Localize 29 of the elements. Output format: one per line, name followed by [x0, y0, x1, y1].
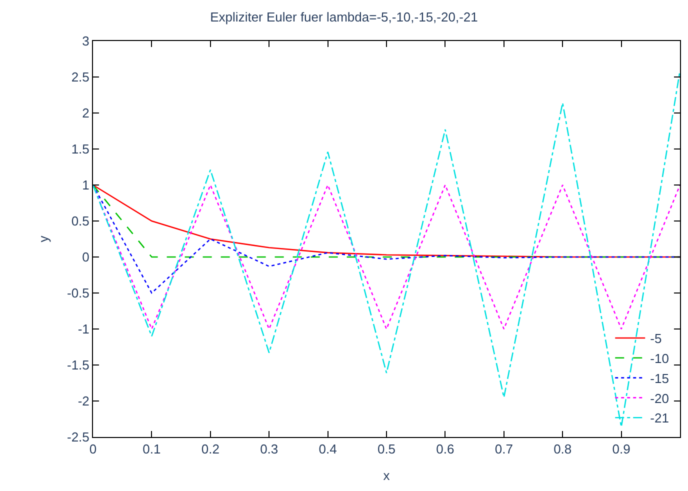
- legend-label: -10: [650, 350, 669, 366]
- x-axis-title: x: [383, 468, 390, 484]
- y-tick-label: 2: [82, 106, 90, 121]
- y-tick-label: 2.5: [71, 70, 90, 85]
- y-tick-label: -2.5: [66, 430, 90, 445]
- legend-label: -15: [650, 370, 669, 386]
- y-tick-label: 0: [82, 250, 90, 265]
- y-tick-label: 0.5: [71, 214, 90, 229]
- y-tick-label: -2: [78, 394, 90, 409]
- x-tick-label: 0.3: [260, 442, 278, 457]
- y-tick-label: 3: [82, 34, 90, 49]
- y-tick-label: -1: [78, 322, 90, 337]
- x-tick-label: 0.9: [612, 442, 630, 457]
- legend-label: -20: [650, 390, 669, 406]
- y-axis-title: y: [36, 235, 51, 242]
- y-tick-label: -1.5: [66, 358, 90, 373]
- y-tick-label: 1: [82, 178, 90, 193]
- x-tick-label: 0.6: [436, 442, 454, 457]
- chart-title: Expliziter Euler fuer lambda=-5,-10,-15,-20,-21: [210, 9, 478, 24]
- x-tick-label: 0.1: [142, 442, 161, 457]
- legend-label: -21: [650, 410, 669, 426]
- y-tick-label: -0.5: [66, 286, 90, 301]
- x-tick-label: 0.5: [377, 442, 396, 457]
- legend-label: -5: [650, 331, 662, 346]
- x-tick-label: 0.7: [494, 442, 513, 457]
- x-tick-label: 0.8: [554, 442, 572, 457]
- x-tick-label: 0.4: [318, 442, 337, 457]
- x-tick-label: 0.2: [201, 442, 220, 457]
- y-tick-label: 1.5: [71, 142, 90, 157]
